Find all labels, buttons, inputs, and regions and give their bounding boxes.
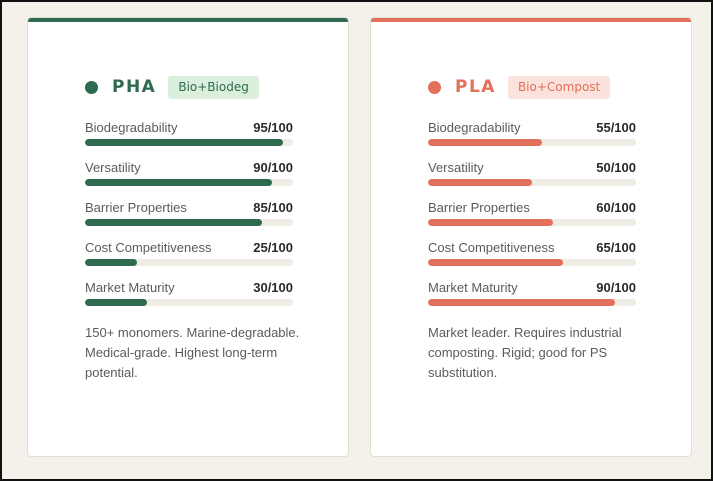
metric-bar-fill: [85, 179, 273, 186]
metric-row: Biodegradability 95/100: [85, 118, 293, 158]
metric-bar-track: [85, 219, 293, 226]
metric-label: Barrier Properties: [428, 200, 530, 215]
metric-bar-track: [85, 299, 293, 306]
metric-bar-fill: [85, 219, 262, 226]
metric-row: Barrier Properties 85/100: [85, 198, 293, 238]
metric-label: Biodegradability: [85, 120, 178, 135]
metric-label: Cost Competitiveness: [428, 240, 555, 255]
metric-bar-track: [85, 179, 293, 186]
metric-bar-fill: [428, 299, 616, 306]
metric-label: Market Maturity: [85, 280, 175, 295]
metric-bar-track: [85, 259, 293, 266]
card-accent-bar: [28, 18, 348, 22]
metric-label: Versatility: [428, 160, 484, 175]
metrics-list: Biodegradability 55/100 Versatility 50/1…: [428, 118, 636, 318]
metric-row: Cost Competitiveness 25/100: [85, 238, 293, 278]
metric-value: 55/100: [596, 120, 636, 135]
metric-label: Market Maturity: [428, 280, 518, 295]
metric-value: 50/100: [596, 160, 636, 175]
card-description: 150+ monomers. Marine-degradable. Medica…: [85, 325, 300, 380]
metric-bar-fill: [428, 259, 564, 266]
category-badge: Bio+Compost: [507, 75, 611, 99]
metric-bar-fill: [85, 139, 283, 146]
metric-row: Biodegradability 55/100: [428, 118, 636, 158]
material-name: PHA: [112, 77, 157, 97]
metric-bar-fill: [85, 259, 137, 266]
metric-bar-fill: [428, 219, 553, 226]
dot-icon: [85, 80, 98, 94]
metric-bar-track: [428, 299, 636, 306]
metric-bar-track: [428, 219, 636, 226]
metric-bar-fill: [428, 179, 532, 186]
card-description: Market leader. Requires industrial compo…: [428, 325, 622, 380]
card-header: PHA Bio+Biodeg: [85, 75, 259, 99]
metric-label: Biodegradability: [428, 120, 521, 135]
card-header: PLA Bio+Compost: [428, 75, 611, 99]
metric-row: Market Maturity 90/100: [428, 278, 636, 318]
metric-row: Barrier Properties 60/100: [428, 198, 636, 238]
metric-row: Versatility 90/100: [85, 158, 293, 198]
metric-label: Versatility: [85, 160, 141, 175]
card-accent-bar: [371, 18, 691, 22]
metric-value: 90/100: [253, 160, 293, 175]
metric-value: 65/100: [596, 240, 636, 255]
metric-value: 25/100: [253, 240, 293, 255]
category-badge: Bio+Biodeg: [168, 75, 259, 99]
metric-value: 95/100: [253, 120, 293, 135]
metric-row: Versatility 50/100: [428, 158, 636, 198]
metric-label: Barrier Properties: [85, 200, 187, 215]
metric-row: Cost Competitiveness 65/100: [428, 238, 636, 278]
metric-value: 60/100: [596, 200, 636, 215]
metric-bar-fill: [428, 139, 543, 146]
metric-value: 30/100: [253, 280, 293, 295]
metric-bar-fill: [85, 299, 148, 306]
metric-value: 90/100: [596, 280, 636, 295]
metric-bar-track: [428, 259, 636, 266]
card-pla: PLA Bio+Compost Biodegradability 55/100 …: [370, 17, 692, 457]
metrics-list: Biodegradability 95/100 Versatility 90/1…: [85, 118, 293, 318]
dot-icon: [428, 80, 441, 94]
metric-bar-track: [428, 179, 636, 186]
metric-label: Cost Competitiveness: [85, 240, 212, 255]
card-pha: PHA Bio+Biodeg Biodegradability 95/100 V…: [27, 17, 349, 457]
metric-value: 85/100: [253, 200, 293, 215]
metric-bar-track: [428, 139, 636, 146]
metric-row: Market Maturity 30/100: [85, 278, 293, 318]
metric-bar-track: [85, 139, 293, 146]
material-name: PLA: [455, 77, 496, 97]
